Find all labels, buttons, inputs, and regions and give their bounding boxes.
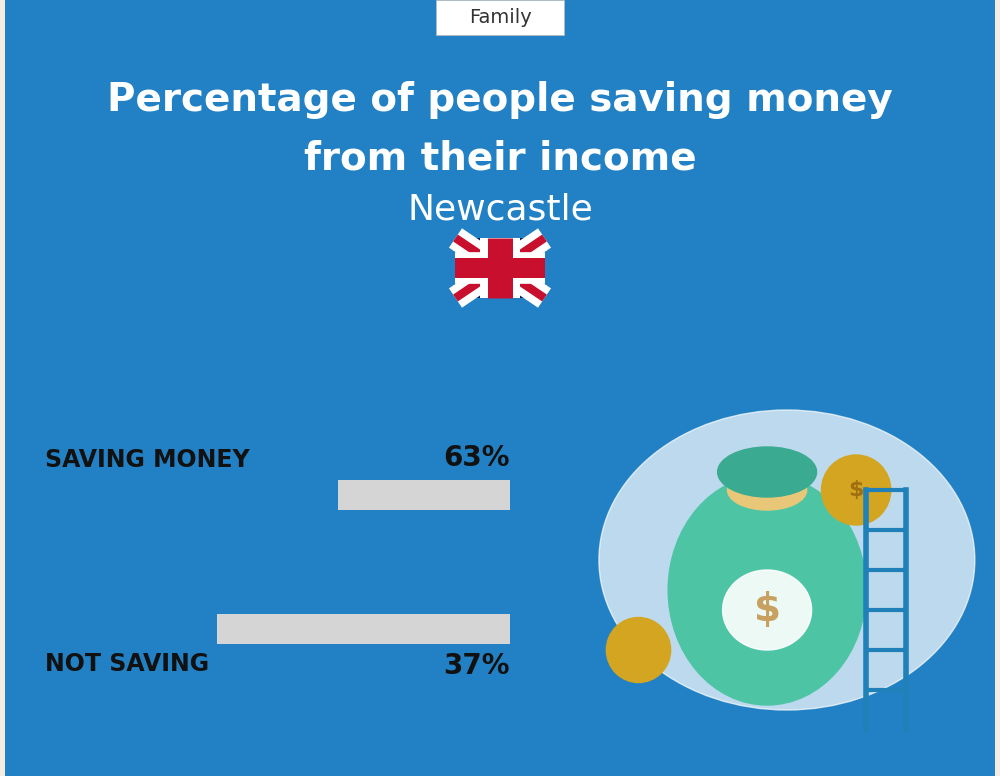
Text: 63%: 63% <box>443 444 510 472</box>
Text: SAVING MONEY: SAVING MONEY <box>45 448 250 472</box>
FancyBboxPatch shape <box>455 238 545 298</box>
Ellipse shape <box>668 475 866 705</box>
FancyBboxPatch shape <box>45 614 510 644</box>
Text: Newcastle: Newcastle <box>407 193 593 227</box>
Text: $: $ <box>754 591 781 629</box>
Text: 37%: 37% <box>443 652 510 680</box>
Ellipse shape <box>606 618 671 683</box>
Text: $: $ <box>848 480 864 500</box>
Ellipse shape <box>718 447 817 497</box>
Text: from their income: from their income <box>304 139 696 177</box>
Text: Family: Family <box>469 8 531 27</box>
FancyBboxPatch shape <box>436 0 564 35</box>
Text: Percentage of people saving money: Percentage of people saving money <box>107 81 893 119</box>
Text: NOT SAVING: NOT SAVING <box>45 652 209 676</box>
Ellipse shape <box>728 470 807 510</box>
FancyBboxPatch shape <box>45 480 338 510</box>
Ellipse shape <box>723 570 812 650</box>
Ellipse shape <box>822 455 891 525</box>
FancyBboxPatch shape <box>45 614 217 644</box>
Ellipse shape <box>599 410 975 710</box>
FancyBboxPatch shape <box>45 480 510 510</box>
